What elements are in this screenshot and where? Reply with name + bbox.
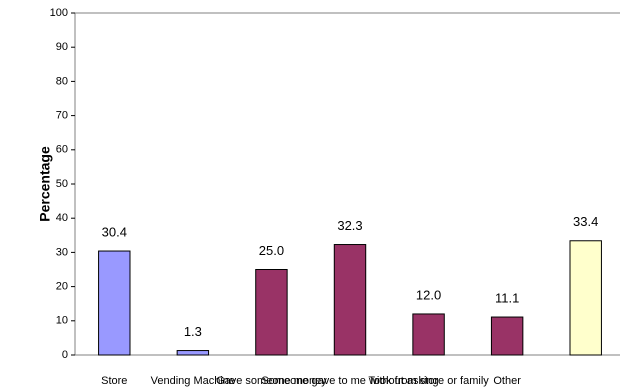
- x-tick-label: Store: [101, 375, 127, 387]
- y-tick-label: 90: [56, 41, 68, 53]
- value-label: 1.3: [184, 324, 202, 339]
- value-label: 30.4: [102, 224, 127, 239]
- y-tick-label: 0: [62, 349, 68, 361]
- x-tick-label: Took from store or family: [368, 375, 489, 387]
- bar: [569, 240, 602, 356]
- value-label: 32.3: [337, 218, 362, 233]
- y-axis-label: Percentage: [37, 146, 53, 222]
- bar: [333, 244, 367, 356]
- y-tick-label: 50: [56, 178, 68, 190]
- value-label: 11.1: [495, 290, 519, 305]
- y-tick-label: 30: [56, 246, 68, 258]
- bar: [255, 269, 288, 356]
- y-tick-label: 20: [56, 281, 68, 293]
- x-tick-label: Gave someone money: [216, 375, 327, 387]
- y-tick-label: 80: [56, 75, 68, 87]
- y-tick-label: 70: [56, 110, 68, 122]
- x-tick-label: Vending Machine: [151, 375, 235, 387]
- y-tick-label: 10: [56, 315, 68, 327]
- y-tick-label: 100: [50, 7, 68, 19]
- value-label: 25.0: [259, 243, 284, 258]
- bar: [98, 250, 131, 356]
- y-tick-label: 60: [56, 144, 68, 156]
- bar: [176, 350, 210, 356]
- bar: [490, 316, 524, 356]
- value-label: 12.0: [416, 287, 441, 302]
- x-tick-label: Someone gave to me without asking: [261, 375, 438, 387]
- x-tick-label: Other: [493, 375, 521, 387]
- bar: [412, 313, 445, 356]
- y-tick-label: 40: [56, 212, 68, 224]
- value-label: 33.4: [573, 214, 598, 229]
